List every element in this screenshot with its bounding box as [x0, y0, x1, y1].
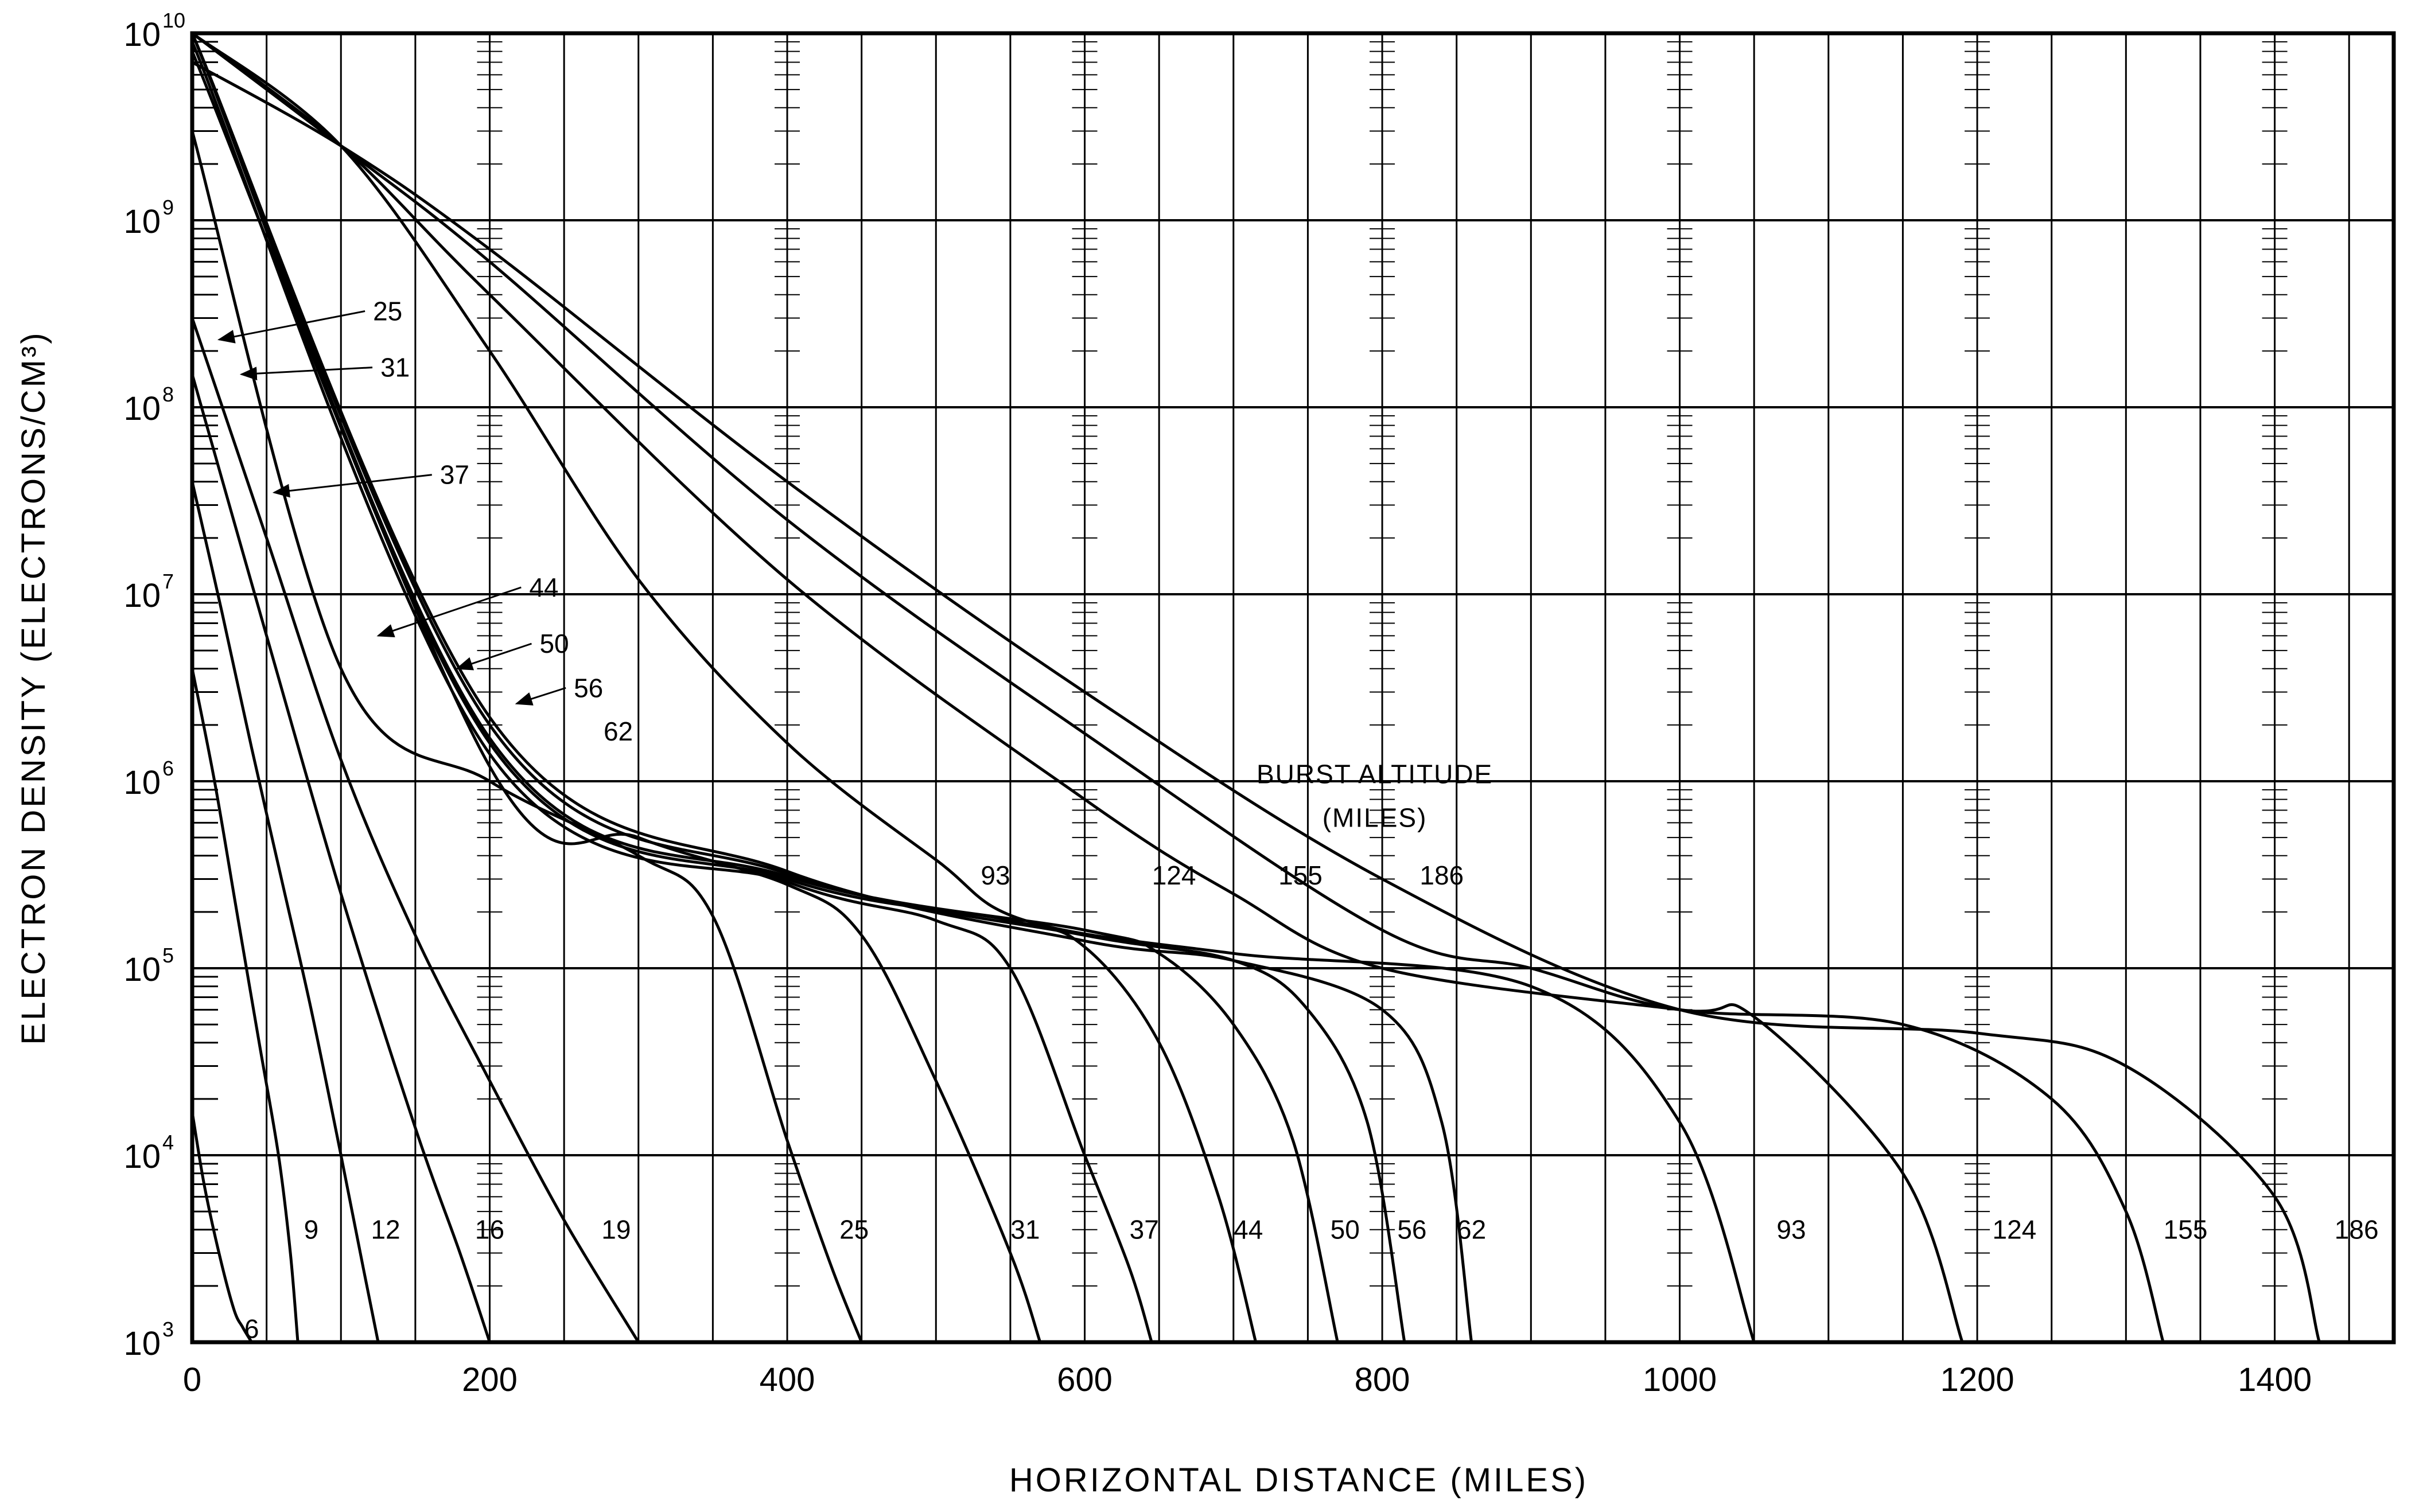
x-axis-title: HORIZONTAL DISTANCE (MILES) [1009, 1462, 1588, 1499]
curve-label-62: 62 [1457, 1215, 1486, 1245]
curve-label-upper-124: 124 [1152, 860, 1196, 890]
y-tick-label: 10 [123, 203, 161, 240]
callout-label-62: 62 [604, 716, 633, 746]
y-tick-label: 10 [123, 16, 161, 53]
series-line-186 [192, 61, 2321, 1342]
curve-label-9: 9 [304, 1215, 319, 1245]
curve-label-25: 25 [839, 1215, 869, 1245]
curve-label-50: 50 [1331, 1215, 1360, 1245]
burst-altitude-units: (MILES) [1323, 803, 1428, 833]
curve-label-186: 186 [2335, 1215, 2379, 1245]
y-tick-exponent: 3 [162, 1318, 174, 1341]
curve-label-16: 16 [475, 1215, 504, 1245]
x-tick-label: 800 [1355, 1361, 1410, 1398]
y-tick-exponent: 6 [162, 757, 174, 780]
callout-arrow-56 [515, 687, 566, 706]
y-tick-label: 10 [123, 764, 161, 801]
callout-label-50: 50 [539, 629, 569, 658]
callout-arrow-25 [217, 310, 365, 344]
y-tick-label: 10 [123, 577, 161, 614]
curve-label-155: 155 [2164, 1215, 2208, 1245]
curve-label-19: 19 [601, 1215, 631, 1245]
series-line-19 [192, 317, 640, 1342]
callout-arrow-31 [239, 367, 373, 381]
x-tick-label: 0 [183, 1361, 201, 1398]
curve-labels: 6 9 12 16 19 25 31 37 44 50 56 62 93 124 155 186 93 124 15… [244, 860, 2379, 1343]
callout-label-31: 31 [380, 353, 410, 383]
curve-label-upper-93: 93 [981, 860, 1010, 890]
series-line-50 [192, 33, 1339, 1342]
series-line-9 [192, 668, 300, 1342]
y-tick-exponent: 7 [162, 570, 174, 593]
callout-label-37: 37 [440, 460, 469, 490]
y-tick-exponent: 8 [162, 383, 174, 406]
callout-arrow-44 [376, 586, 522, 638]
x-tick-label: 1400 [2238, 1361, 2312, 1398]
series-line-155 [192, 33, 2165, 1342]
curve-label-upper-155: 155 [1278, 860, 1323, 890]
curve-label-56: 56 [1397, 1215, 1426, 1245]
y-tick-exponent: 9 [162, 196, 174, 219]
series-lines [192, 33, 2321, 1342]
curve-label-93: 93 [1776, 1215, 1806, 1245]
curve-label-44: 44 [1234, 1215, 1263, 1245]
series-line-56 [192, 33, 1406, 1342]
x-tick-label: 1200 [1940, 1361, 2014, 1398]
plot-frame [190, 31, 2396, 1345]
series-line-12 [192, 481, 380, 1342]
burst-altitude-label: BURST ALTITUDE [1257, 759, 1493, 789]
series-line-93 [192, 33, 1756, 1342]
series-line-62 [192, 33, 1473, 1342]
y-tick-exponent: 4 [162, 1131, 174, 1154]
y-tick-label: 10 [123, 1325, 161, 1362]
series-line-124 [192, 33, 1964, 1342]
x-tick-label: 400 [760, 1361, 815, 1398]
grid [192, 32, 2394, 1343]
y-tick-exponent: 10 [162, 9, 185, 32]
curve-label-12: 12 [371, 1215, 400, 1245]
callout-label-25: 25 [373, 296, 402, 326]
series-line-37 [192, 41, 1153, 1342]
callout-label-44: 44 [529, 572, 558, 602]
y-axis-title: ELECTRON DENSITY (ELECTRONS/CM³) [15, 330, 52, 1045]
y-tick-label: 10 [123, 951, 161, 988]
callout-arrow-37 [272, 474, 432, 498]
x-tick-label: 1000 [1643, 1361, 1717, 1398]
y-tick-exponent: 5 [162, 944, 174, 967]
minor-ticks [192, 41, 2288, 1287]
curve-label-37: 37 [1130, 1215, 1159, 1245]
y-tick-label: 10 [123, 390, 161, 427]
callout-label-56: 56 [574, 673, 603, 703]
callout-arrow-50 [455, 642, 532, 671]
curve-label-upper-186: 186 [1419, 860, 1464, 890]
x-tick-label: 200 [462, 1361, 518, 1398]
x-tick-label: 600 [1057, 1361, 1113, 1398]
y-tick-label: 10 [123, 1138, 161, 1175]
series-line-16 [192, 373, 491, 1342]
series-line-6 [192, 1112, 253, 1342]
curve-label-124: 124 [1993, 1215, 2037, 1245]
curve-label-31: 31 [1010, 1215, 1040, 1245]
curve-label-6: 6 [244, 1314, 259, 1344]
